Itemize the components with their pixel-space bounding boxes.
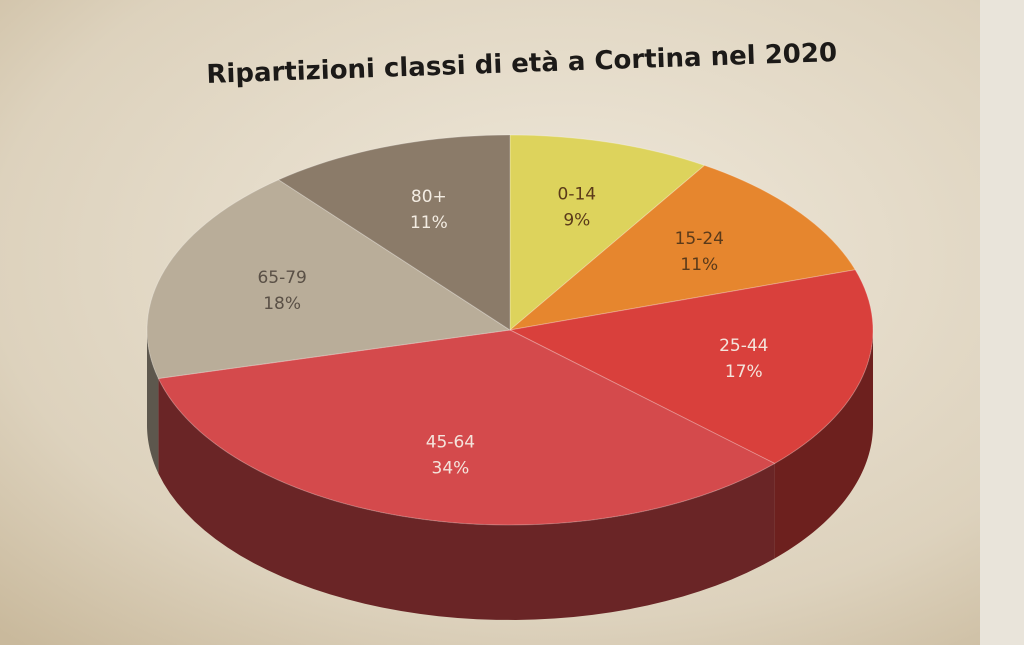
slice-category-label: 80+ <box>411 187 447 207</box>
slice-side <box>774 330 873 559</box>
slice-value-label: 18% <box>263 294 301 314</box>
slice-value-label: 34% <box>432 459 470 479</box>
slice-value-label: 11% <box>680 255 718 275</box>
slice <box>508 269 874 465</box>
slice <box>277 134 511 331</box>
slice-category-label: 45-64 <box>426 433 475 453</box>
slice-value-label: 11% <box>410 213 448 233</box>
slice <box>146 179 512 380</box>
slice-value-label: 9% <box>563 210 590 230</box>
slice-category-label: 25-44 <box>719 336 768 356</box>
slice <box>508 164 857 331</box>
slice-side <box>147 330 159 474</box>
slice <box>509 134 706 332</box>
slice-category-label: 0-14 <box>558 184 597 204</box>
slice-category-label: 15-24 <box>675 229 724 249</box>
slice-value-label: 17% <box>725 362 763 382</box>
slice-category-label: 65-79 <box>257 268 306 288</box>
page-edge <box>980 0 1024 645</box>
slice <box>157 329 776 526</box>
pie: 0-14 9% 15-24 11% 25-44 17% 45-64 34% 65-79 18% 80… <box>146 134 874 620</box>
pie-sides <box>147 330 873 620</box>
slice-side <box>158 378 775 620</box>
